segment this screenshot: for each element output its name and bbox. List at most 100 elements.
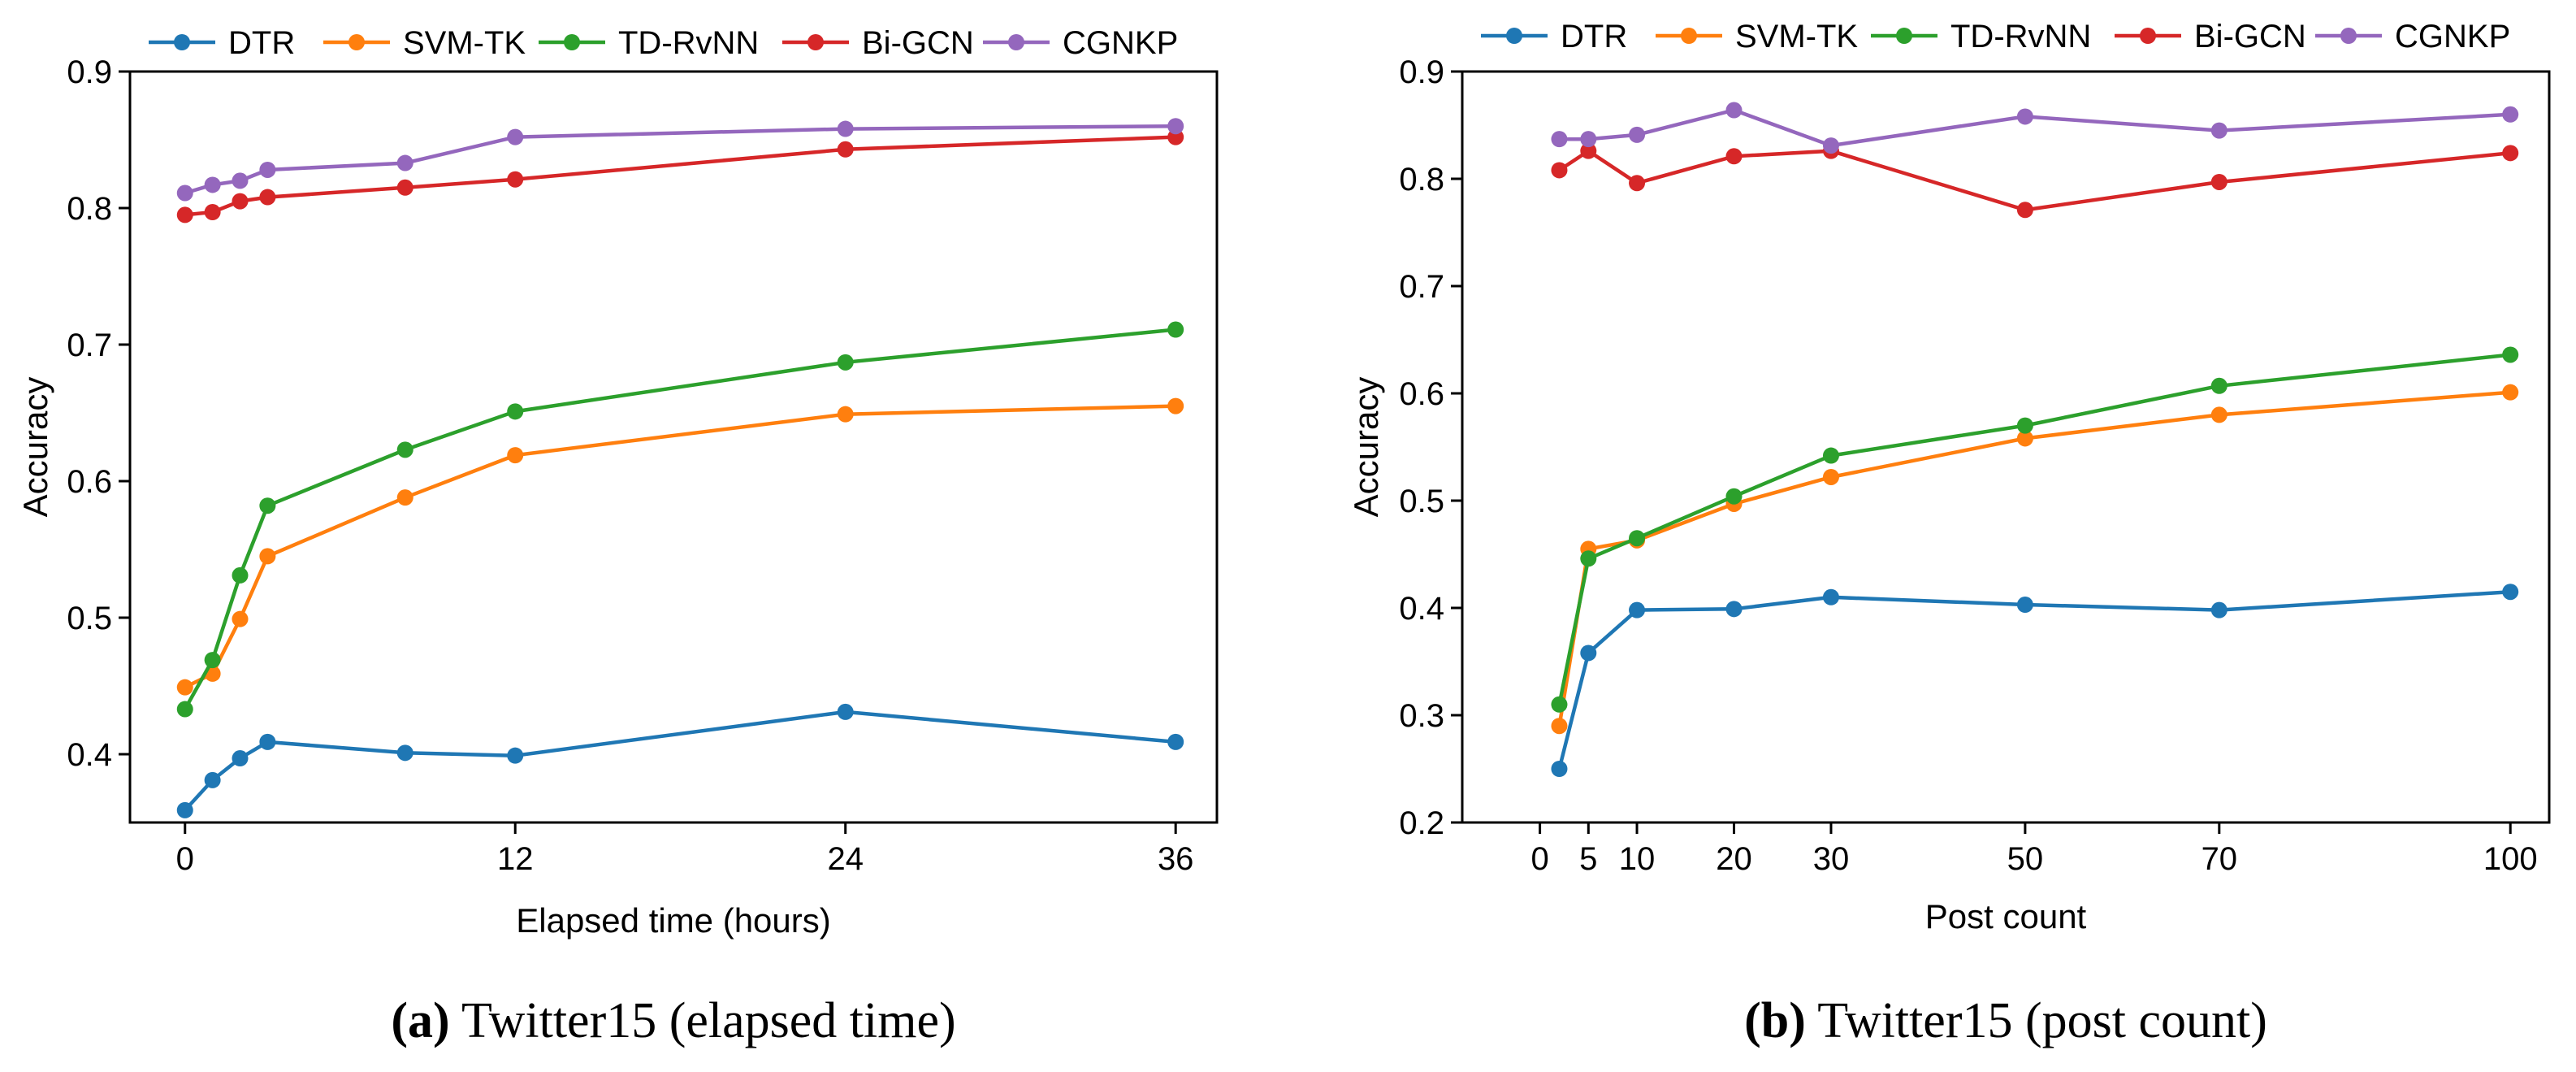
data-point-td-rvnn-b-4: [1822, 447, 1839, 464]
data-point-td-rvnn-a-2: [232, 566, 249, 584]
data-point-bi-gcn-a-4: [396, 179, 413, 196]
data-point-cgnkp-a-3: [259, 161, 276, 178]
data-point-cgnkp-a-0: [176, 184, 193, 202]
data-point-bi-gcn-b-0: [1551, 162, 1568, 179]
data-point-svm-tk-a-5: [507, 447, 524, 464]
data-point-cgnkp-a-7: [1167, 118, 1184, 135]
legend-item-dtr-b: DTR: [1481, 19, 1627, 54]
data-point-dtr-b-6: [2210, 601, 2227, 618]
x-ticks-b: 0 5 10 20 30 50 70 100: [1530, 822, 2538, 877]
data-point-td-rvnn-b-2: [1629, 530, 1646, 547]
x-tick-label-b-70: 70: [2202, 841, 2238, 877]
data-point-bi-gcn-a-5: [507, 171, 524, 188]
series-cgnkp-b: [1551, 102, 2519, 154]
y-tick-label-a-0.8: 0.8: [67, 191, 112, 227]
data-point-cgnkp-a-2: [232, 172, 249, 189]
legend-label-dtr-b: DTR: [1561, 19, 1627, 54]
data-point-svm-tk-a-2: [232, 610, 249, 627]
legend-label-td-rvnn-a: TD-RvNN: [618, 25, 759, 61]
x-tick-label-a-36: 36: [1158, 841, 1194, 877]
y-tick-label-a-0.4: 0.4: [67, 737, 112, 773]
data-point-td-rvnn-a-5: [507, 403, 524, 420]
data-point-svm-tk-a-6: [837, 406, 854, 423]
legend-item-bi-gcn-a: Bi-GCN: [782, 25, 974, 61]
legend-marker-td-rvnn-b: [1896, 28, 1912, 44]
data-point-td-rvnn-b-6: [2210, 377, 2227, 394]
data-point-dtr-a-0: [176, 801, 193, 818]
y-tick-label-b-0.9: 0.9: [1399, 54, 1444, 90]
x-tick-label-a-12: 12: [497, 841, 534, 877]
data-point-cgnkp-a-5: [507, 128, 524, 145]
data-point-bi-gcn-a-3: [259, 189, 276, 206]
x-tick-label-b-30: 30: [1813, 841, 1850, 877]
series-line-dtr-a: [184, 710, 1176, 812]
legend-label-bi-gcn-a: Bi-GCN: [862, 25, 974, 61]
series-line-bi-gcn-b: [1558, 149, 2511, 212]
data-point-cgnkp-b-7: [2502, 106, 2519, 123]
caption-text-a: Twitter15 (elapsed time): [450, 993, 956, 1048]
plot-area-b: [1551, 102, 2519, 777]
data-point-dtr-b-3: [1725, 601, 1743, 618]
x-tick-label-a-24: 24: [827, 841, 864, 877]
x-tick-label-b-0: 0: [1530, 841, 1548, 877]
legend-b: DTR SVM-TK TD-RvNN Bi-GCN CGNKP: [1481, 19, 2510, 54]
caption-label-a: (a): [391, 993, 449, 1048]
data-point-dtr-b-1: [1580, 645, 1597, 662]
data-point-cgnkp-b-1: [1580, 131, 1597, 148]
legend-marker-dtr-a: [174, 34, 190, 50]
legend-marker-cgnkp-b: [2340, 28, 2357, 44]
data-point-bi-gcn-a-1: [204, 204, 221, 221]
data-point-td-rvnn-b-5: [2016, 417, 2033, 434]
data-point-td-rvnn-a-0: [176, 701, 193, 718]
caption-label-b: (b): [1744, 993, 1806, 1048]
y-axis-title-a: Accuracy: [16, 377, 54, 518]
y-ticks-b: 0.2 0.3 0.4 0.5 0.6 0.7 0.8 0.9: [1399, 54, 1462, 841]
legend-a: DTR SVM-TK TD-RvNN Bi-GCN CGNKP: [149, 25, 1178, 61]
x-tick-label-b-20: 20: [1716, 841, 1752, 877]
y-tick-label-b-0.7: 0.7: [1399, 269, 1444, 305]
legend-item-svm-tk-a: SVM-TK: [323, 25, 526, 61]
data-point-td-rvnn-b-1: [1580, 550, 1597, 567]
data-point-svm-tk-a-7: [1167, 397, 1184, 414]
x-axis-title-b: Post count: [1925, 897, 2087, 935]
caption-a: (a) Twitter15 (elapsed time): [391, 993, 955, 1048]
data-point-svm-tk-b-6: [2210, 406, 2227, 423]
data-point-dtr-b-2: [1629, 601, 1646, 618]
data-point-td-rvnn-b-0: [1551, 696, 1568, 713]
legend-label-svm-tk-b: SVM-TK: [1735, 19, 1858, 54]
legend-item-svm-tk-b: SVM-TK: [1656, 19, 1858, 54]
legend-marker-svm-tk-a: [349, 34, 365, 50]
data-point-bi-gcn-b-5: [2016, 202, 2033, 219]
y-tick-label-b-0.3: 0.3: [1399, 698, 1444, 734]
data-point-td-rvnn-a-3: [259, 497, 276, 514]
x-tick-label-b-100: 100: [2483, 841, 2538, 877]
data-point-cgnkp-b-3: [1725, 102, 1743, 119]
data-point-svm-tk-b-5: [2016, 430, 2033, 447]
data-point-svm-tk-b-0: [1551, 718, 1568, 735]
data-point-cgnkp-b-6: [2210, 122, 2227, 139]
x-ticks-a: 0 12 24 36: [176, 822, 1194, 877]
y-tick-label-a-0.6: 0.6: [67, 464, 112, 500]
data-point-dtr-b-5: [2016, 597, 2033, 614]
legend-label-svm-tk-a: SVM-TK: [403, 25, 526, 61]
data-point-dtr-a-4: [396, 744, 413, 762]
chart-panel-b: 0 5 10 20 30 50 70 100 0.2 0.3 0.4 0.5 0.6 0.7 0.8 0.9…: [1347, 19, 2551, 1048]
series-line-td-rvnn-b: [1557, 353, 2511, 705]
legend-label-td-rvnn-b: TD-RvNN: [1950, 19, 2091, 54]
legend-item-bi-gcn-b: Bi-GCN: [2115, 19, 2306, 54]
x-tick-label-b-50: 50: [2007, 841, 2044, 877]
data-point-dtr-a-7: [1167, 733, 1184, 750]
y-tick-label-a-0.5: 0.5: [67, 601, 112, 636]
legend-item-cgnkp-a: CGNKP: [983, 25, 1178, 61]
data-point-svm-tk-a-4: [396, 489, 413, 506]
data-point-dtr-a-5: [507, 747, 524, 764]
plot-frame-b: [1461, 70, 2551, 824]
plot-frame-a: [128, 70, 1219, 824]
y-tick-label-b-0.6: 0.6: [1399, 376, 1444, 412]
data-point-dtr-a-3: [259, 733, 276, 750]
legend-item-dtr-a: DTR: [149, 25, 295, 61]
x-tick-label-b-10: 10: [1619, 841, 1656, 877]
y-ticks-a: 0.4 0.5 0.6 0.7 0.8 0.9: [67, 54, 130, 773]
data-point-cgnkp-a-6: [837, 120, 854, 137]
caption-text-b: Twitter15 (post count): [1806, 993, 2267, 1048]
